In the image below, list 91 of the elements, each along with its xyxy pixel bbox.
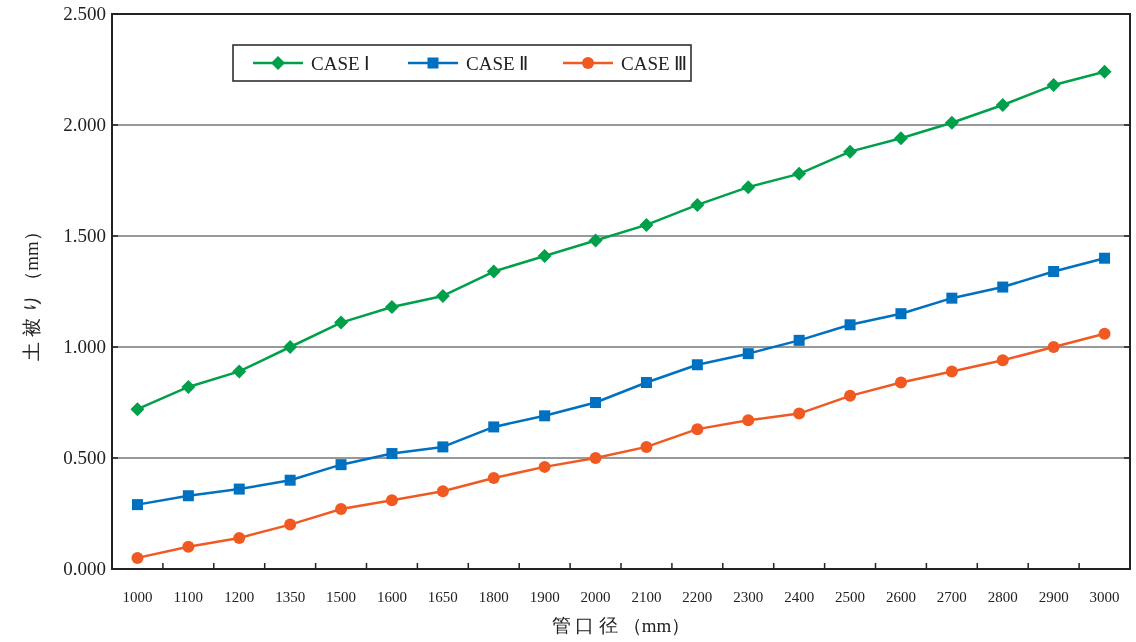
point — [691, 423, 704, 436]
point — [844, 389, 857, 402]
point — [539, 410, 551, 422]
x-tick-label: 1800 — [478, 589, 509, 605]
point — [1048, 266, 1060, 278]
y-tick-label: 0.500 — [63, 447, 106, 468]
point — [284, 474, 296, 486]
x-tick-label: 2800 — [987, 589, 1018, 605]
point — [945, 365, 958, 378]
point — [588, 233, 603, 248]
x-tick-label: 1000 — [122, 589, 153, 605]
point — [335, 503, 348, 516]
x-tick-label: 1500 — [326, 589, 357, 605]
point — [182, 540, 195, 553]
x-tick-label: 2300 — [733, 589, 764, 605]
point — [437, 441, 449, 453]
x-tick-label: 1200 — [224, 589, 255, 605]
point — [537, 248, 552, 263]
point — [335, 459, 347, 471]
point — [488, 421, 500, 433]
point — [181, 379, 196, 394]
point — [944, 115, 959, 130]
y-tick-label: 1.500 — [63, 225, 106, 246]
point — [283, 340, 298, 354]
point — [386, 448, 398, 460]
point — [690, 197, 705, 212]
y-tick-label: 2.000 — [63, 114, 106, 135]
x-tick-label: 2000 — [580, 589, 611, 605]
point — [793, 407, 806, 420]
point — [691, 359, 703, 371]
point — [435, 288, 450, 303]
point — [589, 452, 602, 464]
legend-label: CASE Ⅲ — [621, 53, 688, 74]
x-tick-label: 2700 — [936, 589, 967, 605]
x-tick-label: 1600 — [376, 589, 407, 605]
point — [1098, 327, 1111, 340]
point — [639, 217, 654, 232]
point — [792, 166, 807, 181]
x-tick-label: 2400 — [784, 589, 815, 605]
point — [131, 551, 144, 564]
x-tick-label: 2500 — [835, 589, 866, 605]
point — [742, 414, 755, 427]
y-tick-label: 2.500 — [63, 3, 106, 24]
point — [385, 494, 398, 507]
x-axis-title: 管 口 径 （mm） — [551, 615, 691, 636]
point — [844, 319, 856, 331]
point — [1097, 64, 1112, 79]
point — [793, 334, 805, 346]
point — [895, 308, 907, 320]
point — [1046, 78, 1061, 93]
y-tick-label: 0.000 — [63, 558, 106, 579]
point — [590, 397, 602, 408]
point — [334, 315, 349, 330]
point — [946, 292, 958, 304]
point — [182, 490, 194, 502]
point — [997, 281, 1009, 293]
x-tick-label: 1900 — [529, 589, 560, 605]
y-tick-label: 1.000 — [63, 336, 106, 357]
point — [487, 471, 500, 484]
point — [640, 440, 653, 453]
point — [436, 485, 449, 498]
point — [233, 531, 246, 544]
x-tick-label: 2900 — [1038, 589, 1069, 605]
point — [538, 460, 551, 473]
point — [893, 131, 908, 146]
point — [284, 518, 297, 531]
point — [843, 144, 858, 159]
point — [131, 499, 143, 511]
x-tick-label: 2100 — [631, 589, 662, 605]
legend-label: CASE Ⅰ — [311, 53, 371, 74]
x-tick-label: 2200 — [682, 589, 713, 605]
x-tick-label: 3000 — [1089, 589, 1120, 605]
point — [1047, 341, 1060, 353]
point — [995, 98, 1010, 113]
point — [233, 483, 245, 495]
x-tick-label: 1350 — [275, 589, 306, 605]
x-tick-label: 1100 — [173, 589, 204, 605]
point — [996, 354, 1009, 367]
y-axis-title: 土 被 り （mm） — [21, 222, 42, 361]
x-tick-label: 1650 — [427, 589, 458, 605]
point — [384, 300, 399, 315]
point — [130, 402, 145, 417]
point — [741, 180, 756, 195]
point — [742, 348, 754, 360]
legend-label: CASE Ⅱ — [466, 53, 529, 74]
point — [232, 364, 247, 379]
point — [1099, 252, 1111, 264]
x-tick-label: 2600 — [885, 589, 916, 605]
point — [486, 264, 501, 279]
point — [640, 377, 652, 389]
point — [894, 376, 907, 389]
